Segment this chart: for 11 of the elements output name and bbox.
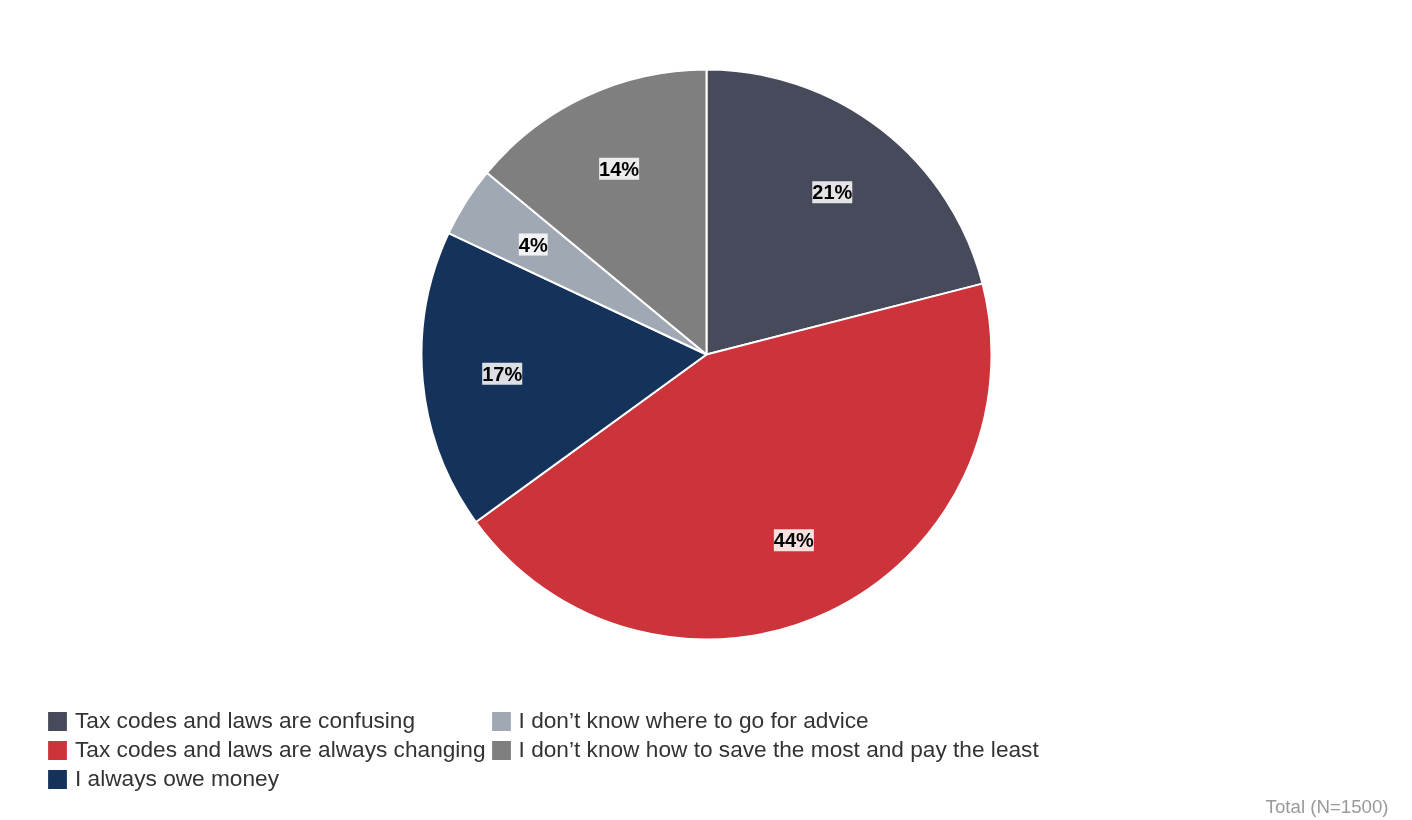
text: Total (N=1500) bbox=[1265, 795, 1389, 817]
data-label: 4% bbox=[518, 233, 548, 256]
data-label: 14% bbox=[599, 157, 640, 180]
legend-label: I don’t know where to go for advice bbox=[518, 707, 869, 734]
legend-label: I always owe money bbox=[75, 765, 279, 792]
data-label: 21% bbox=[812, 181, 853, 204]
legend-label: Tax codes and laws are confusing bbox=[75, 707, 416, 734]
legend-label: Tax codes and laws are always changing bbox=[75, 736, 486, 763]
data-label: 17% bbox=[482, 362, 523, 385]
data-label: 44% bbox=[773, 529, 815, 552]
legend-label: I don’t know how to save the most and pay the least bbox=[518, 736, 1039, 763]
